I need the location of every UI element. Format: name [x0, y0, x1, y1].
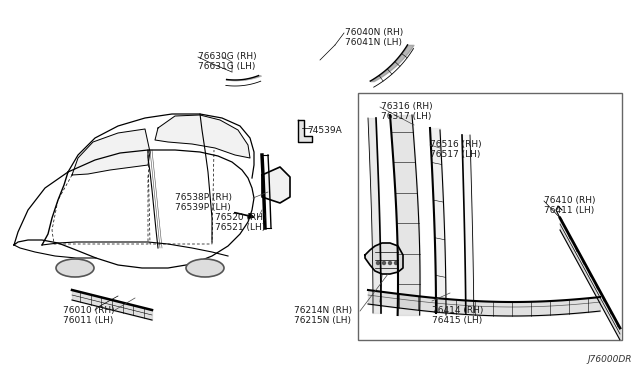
Text: 76215N (LH): 76215N (LH)	[294, 316, 351, 325]
Text: 76520 (RH): 76520 (RH)	[215, 213, 266, 222]
Ellipse shape	[56, 259, 94, 277]
Text: 76539P (LH): 76539P (LH)	[175, 203, 231, 212]
Text: 76521 (LH): 76521 (LH)	[215, 223, 265, 232]
Text: 74539A: 74539A	[307, 126, 342, 135]
Text: 76041N (LH): 76041N (LH)	[345, 38, 402, 47]
Ellipse shape	[186, 259, 224, 277]
Polygon shape	[72, 129, 150, 175]
Text: 76516 (RH): 76516 (RH)	[430, 140, 482, 149]
Polygon shape	[155, 115, 250, 158]
Text: J76000DR: J76000DR	[588, 355, 632, 364]
Circle shape	[376, 262, 380, 264]
Text: 76010 (RH): 76010 (RH)	[63, 306, 115, 315]
Text: 76414 (RH): 76414 (RH)	[432, 306, 483, 315]
Polygon shape	[262, 167, 290, 203]
Text: 76538P (RH): 76538P (RH)	[175, 193, 232, 202]
Text: 76011 (LH): 76011 (LH)	[63, 316, 113, 325]
Text: 76316 (RH): 76316 (RH)	[381, 102, 433, 111]
Text: 76317 (LH): 76317 (LH)	[381, 112, 431, 121]
Circle shape	[394, 262, 397, 264]
Text: 76631G (LH): 76631G (LH)	[198, 62, 255, 71]
Circle shape	[383, 262, 385, 264]
Text: 76411 (LH): 76411 (LH)	[544, 206, 595, 215]
Text: 76415 (LH): 76415 (LH)	[432, 316, 483, 325]
Text: 76040N (RH): 76040N (RH)	[345, 28, 403, 37]
Text: 76214N (RH): 76214N (RH)	[294, 306, 352, 315]
Polygon shape	[365, 243, 403, 274]
Polygon shape	[298, 120, 312, 142]
Bar	[358, 93, 622, 340]
Circle shape	[388, 262, 392, 264]
Text: 76410 (RH): 76410 (RH)	[544, 196, 595, 205]
Text: 76517 (LH): 76517 (LH)	[430, 150, 481, 159]
Text: 76630G (RH): 76630G (RH)	[198, 52, 257, 61]
